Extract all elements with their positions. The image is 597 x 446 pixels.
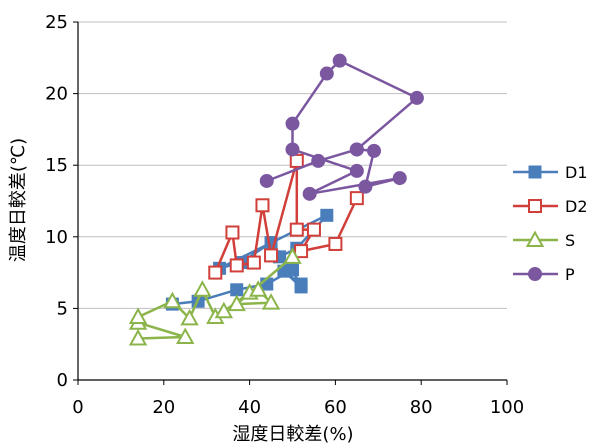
data-point: [367, 143, 382, 158]
x-tick-label: 40: [238, 397, 261, 418]
x-tick-label: 100: [490, 397, 524, 418]
y-tick-label: 25: [45, 12, 68, 33]
y-tick-labels: 0 5 10 15 20 25: [45, 12, 68, 391]
y-axis-title: 温度日較差(℃): [8, 138, 29, 262]
data-point: [246, 255, 261, 270]
legend-marker: [528, 267, 542, 281]
data-point: [285, 116, 300, 131]
data-point: [349, 191, 364, 206]
legend-item-d1: D1: [513, 163, 588, 182]
x-tick-labels: 0 20 40 60 80 100: [72, 397, 524, 418]
legend-marker: [525, 230, 545, 247]
data-point: [208, 265, 223, 280]
data-point: [349, 163, 364, 178]
data-point: [302, 186, 317, 201]
y-tick-label: 10: [45, 227, 68, 248]
data-point: [392, 171, 407, 186]
y-tick-label: 5: [57, 298, 68, 319]
data-point: [261, 293, 281, 310]
data-point: [128, 307, 148, 324]
data-point: [320, 208, 334, 222]
axes: [73, 21, 508, 385]
x-tick-label: 20: [152, 397, 175, 418]
data-point: [311, 153, 326, 168]
x-tick-label: 60: [324, 397, 347, 418]
data-point: [289, 153, 304, 168]
y-tick-label: 20: [45, 84, 68, 105]
legend-marker: [528, 199, 542, 213]
data-point: [255, 198, 270, 213]
data-point: [409, 90, 424, 105]
data-point: [319, 66, 334, 81]
data-point: [289, 222, 304, 237]
series-group: [128, 53, 424, 346]
data-point: [214, 301, 234, 319]
x-tick-label: 80: [410, 397, 433, 418]
data-point: [227, 294, 246, 312]
data-point: [230, 283, 244, 297]
legend: D1 D2 SP: [513, 163, 588, 284]
data-point: [225, 225, 240, 240]
legend-item-p: P: [513, 265, 575, 284]
data-point: [332, 53, 347, 68]
data-point: [349, 142, 364, 157]
legend-label: D1: [565, 163, 588, 182]
data-point: [294, 244, 309, 259]
data-point: [264, 248, 279, 263]
x-tick-label: 0: [72, 397, 83, 418]
data-point: [328, 236, 343, 251]
data-point: [176, 327, 195, 345]
legend-marker: [528, 165, 542, 179]
data-point: [306, 222, 321, 237]
data-point: [180, 308, 199, 326]
data-point: [248, 280, 268, 297]
legend-label: S: [565, 231, 575, 250]
data-point: [358, 179, 373, 194]
legend-item-s: S: [513, 230, 575, 250]
y-tick-label: 15: [45, 155, 68, 176]
data-point: [259, 173, 274, 188]
y-tick-label: 0: [57, 370, 68, 391]
data-point: [229, 258, 244, 273]
data-point: [163, 291, 182, 309]
legend-label: D2: [565, 197, 588, 216]
data-point: [193, 280, 212, 297]
data-point: [128, 328, 148, 346]
data-point: [283, 247, 302, 264]
legend-label: P: [565, 265, 575, 284]
data-point: [285, 142, 300, 157]
data-point: [294, 277, 308, 291]
series-s: [128, 247, 302, 346]
series-p: [259, 53, 424, 201]
legend-item-d2: D2: [513, 197, 588, 216]
x-axis-title: 湿度日較差(%): [232, 424, 353, 445]
